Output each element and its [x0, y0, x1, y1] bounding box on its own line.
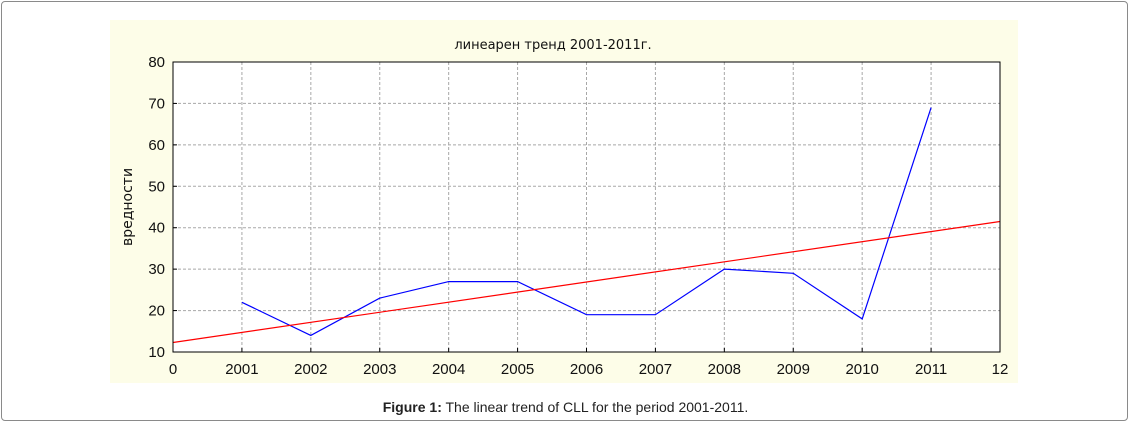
x-tick-label: 2009	[777, 361, 810, 378]
x-tick-label: 2003	[363, 361, 396, 378]
x-tick-label: 2011	[915, 361, 947, 378]
y-tick-label: 40	[148, 220, 165, 237]
data-line	[241, 107, 932, 337]
figure-caption: Figure 1: The linear trend of CLL for th…	[0, 399, 1131, 415]
y-tick-label: 10	[148, 344, 165, 361]
x-tick-label: 2006	[570, 361, 603, 378]
y-tick-label: 20	[148, 303, 165, 320]
caption-label: Figure 1:	[382, 399, 442, 415]
chart-title: линеарен тренд 2001-2011г.	[454, 38, 651, 53]
x-tick-label: 2002	[294, 361, 327, 378]
y-tick-label: 30	[148, 261, 165, 278]
grid-lines	[173, 62, 1000, 352]
caption-text: The linear trend of CLL for the period 2…	[441, 399, 749, 415]
x-tick-label: 0	[169, 361, 177, 378]
y-tick-label: 70	[148, 95, 165, 112]
x-tick-label: 2001	[225, 361, 258, 378]
x-tick-label: 2010	[845, 361, 878, 378]
x-tick-label: 12	[992, 361, 1009, 378]
x-tick-label: 2004	[432, 361, 465, 378]
y-axis-label: вредности	[120, 168, 136, 246]
axis-ticks: 0 2001 2002 2003 2004 2005 2006 2007 2008 2009 201…	[148, 54, 1008, 378]
line-chart: линеарен тренд 2001-2011г. 0 2001 2002 2003…	[110, 20, 1018, 383]
y-tick-label: 50	[148, 178, 165, 195]
series-layer	[172, 107, 1001, 344]
trend-line	[172, 220, 1001, 344]
x-tick-label: 2007	[639, 361, 672, 378]
y-tick-label: 80	[148, 54, 165, 71]
x-tick-label: 2005	[501, 361, 534, 378]
x-tick-label: 2008	[708, 361, 741, 378]
y-tick-label: 60	[148, 137, 165, 154]
